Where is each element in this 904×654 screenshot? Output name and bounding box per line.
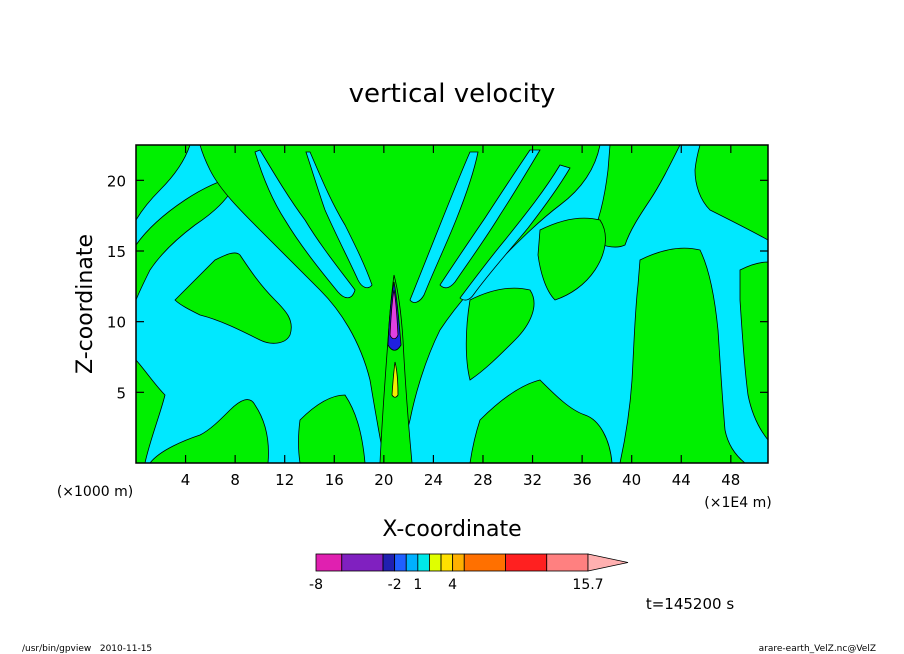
y-tick-label: 15 <box>107 243 126 261</box>
contour-region <box>254 149 356 299</box>
contour-region <box>136 145 191 221</box>
x-tick-label: 4 <box>181 471 191 489</box>
x-axis-label: X-coordinate <box>382 517 521 542</box>
contour-region <box>136 359 166 463</box>
x-unit-right: (×1E4 m) <box>704 495 771 511</box>
x-tick-label: 40 <box>622 471 641 489</box>
colorbar-label: 1 <box>413 577 422 593</box>
x-tick-label: 32 <box>523 471 542 489</box>
chart-title: vertical velocity <box>349 79 556 109</box>
x-tick-label: 8 <box>230 471 240 489</box>
y-tick-label: 5 <box>116 384 126 402</box>
colorbar-swatch <box>440 553 454 572</box>
colorbar-swatch <box>315 553 343 572</box>
colorbar-swatch <box>429 553 442 572</box>
x-tick-label: 36 <box>573 471 592 489</box>
contour-region <box>409 151 479 303</box>
x-tick-label: 12 <box>275 471 294 489</box>
x-tick-label: 44 <box>672 471 691 489</box>
contour-region <box>694 145 768 241</box>
y-axis: 5 10 15 20 <box>107 172 768 402</box>
y-tick-label: 20 <box>107 172 126 190</box>
contour-region <box>589 145 681 248</box>
contour-region <box>149 399 269 463</box>
colorbar-swatch <box>394 553 407 572</box>
footer-left: /usr/bin/gpview 2010-11-15 <box>22 644 152 654</box>
colorbar-label: 4 <box>448 577 457 593</box>
x-tick-label: 20 <box>374 471 393 489</box>
contour-region <box>537 217 606 301</box>
x-axis: 4 8 12 16 20 24 28 32 36 40 44 48 <box>181 145 740 489</box>
y-tick-label: 10 <box>107 314 126 332</box>
contour-region <box>136 174 241 301</box>
x-tick-label: 28 <box>473 471 492 489</box>
colorbar-swatch <box>452 553 465 572</box>
contour-region <box>305 151 373 289</box>
colorbar-swatch <box>405 553 419 572</box>
colorbar-swatch <box>417 553 430 572</box>
contour-region <box>459 164 571 301</box>
colorbar-swatch <box>382 553 396 572</box>
contour-region <box>469 379 613 463</box>
x-tick-label: 16 <box>325 471 344 489</box>
x-unit-left: (×1000 m) <box>57 484 133 500</box>
contour-region <box>439 149 541 289</box>
contour-region <box>298 394 366 463</box>
x-tick-label: 48 <box>721 471 740 489</box>
colorbar-swatch <box>463 553 506 572</box>
contour-region <box>465 287 535 381</box>
footer-right: arare-earth_VelZ.nc@VelZ <box>759 644 876 654</box>
plot-frame <box>135 144 769 464</box>
colorbar-swatch <box>341 553 384 572</box>
core-updraft-yellow <box>391 361 399 398</box>
colorbar-label: -8 <box>309 577 323 593</box>
colorbar-label: 15.7 <box>572 577 603 593</box>
x-tick-label: 24 <box>424 471 443 489</box>
contour-region <box>739 261 768 441</box>
core-updraft-magenta <box>389 289 399 340</box>
colorbar-label: -2 <box>388 577 402 593</box>
contour-region <box>619 247 746 463</box>
time-label: t=145200 s <box>646 595 734 613</box>
y-axis-label: Z-coordinate <box>73 234 98 374</box>
colorbar-swatch <box>546 553 589 572</box>
colorbar: -8 -2 1 4 15.7 <box>309 553 629 593</box>
contour-region <box>174 252 292 344</box>
colorbar-swatch <box>505 553 548 572</box>
contour-fills <box>136 145 768 463</box>
colorbar-extension <box>587 553 629 572</box>
